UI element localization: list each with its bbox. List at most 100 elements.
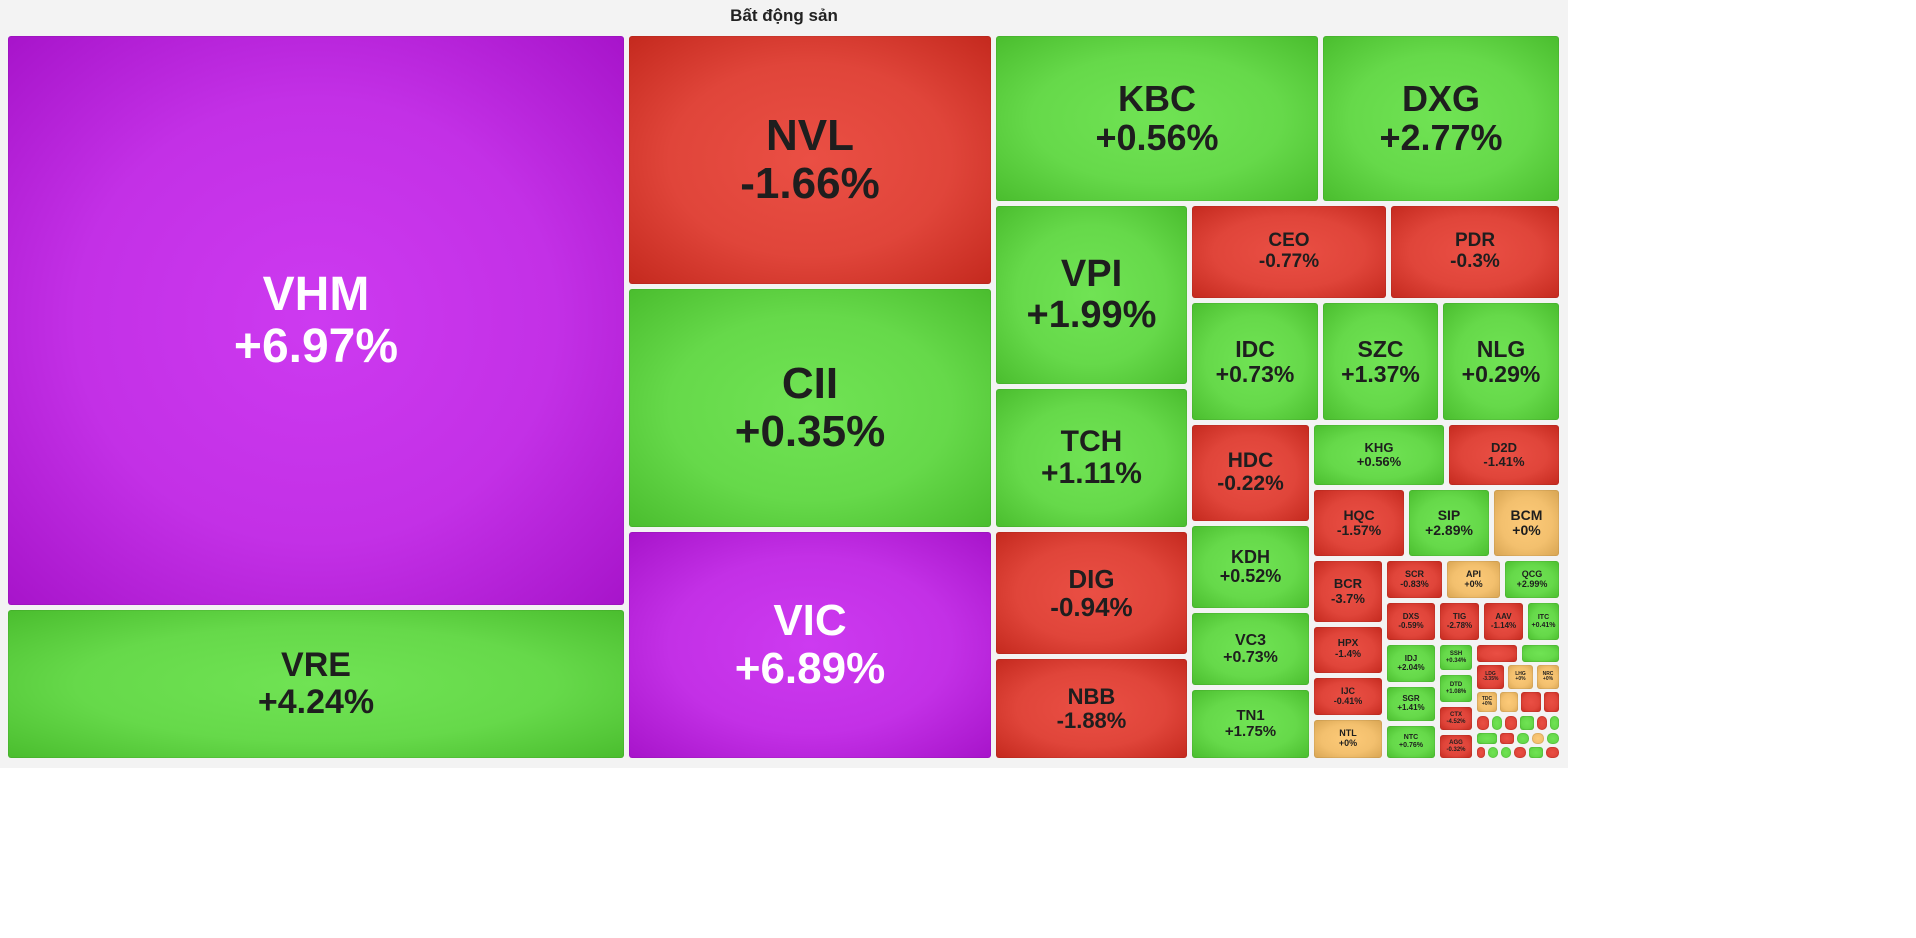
- treemap-tile-tdc[interactable]: TDC +0%: [1477, 692, 1497, 712]
- treemap-tile-szc[interactable]: SZC +1.37%: [1323, 303, 1438, 420]
- treemap-tile-ceo[interactable]: CEO -0.77%: [1192, 206, 1386, 298]
- treemap-tile-scr[interactable]: SCR -0.83%: [1387, 561, 1442, 598]
- treemap-tile-nbb[interactable]: NBB -1.88%: [996, 659, 1187, 758]
- treemap-tile-small[interactable]: [1500, 733, 1514, 744]
- tile-change: -1.41%: [1483, 454, 1525, 469]
- tile-symbol: CII: [781, 359, 839, 409]
- tile-symbol: VRE: [281, 646, 351, 685]
- treemap-tile-ctx[interactable]: CTX -4.52%: [1440, 707, 1472, 730]
- treemap-tile-small[interactable]: [1477, 733, 1497, 744]
- tile-symbol: CTX: [1450, 712, 1462, 719]
- treemap-tile-small[interactable]: [1529, 747, 1543, 758]
- tile-symbol: KDH: [1231, 546, 1270, 567]
- treemap-tile-small[interactable]: [1550, 716, 1559, 730]
- treemap-tile-ntc[interactable]: NTC +0.76%: [1387, 726, 1435, 758]
- tile-symbol: IDC: [1235, 335, 1275, 362]
- treemap-tile-itc[interactable]: ITC +0.41%: [1528, 603, 1559, 640]
- tile-change: +1.99%: [1026, 294, 1157, 336]
- treemap-tile-lhg[interactable]: LHG +0%: [1508, 665, 1533, 689]
- treemap-tile-agg[interactable]: AGG -0.32%: [1440, 735, 1472, 758]
- treemap-tile-small[interactable]: [1501, 747, 1511, 758]
- treemap-tile-nrc[interactable]: NRC +0%: [1537, 665, 1559, 689]
- treemap-tile-bcr[interactable]: BCR -3.7%: [1314, 561, 1382, 622]
- treemap-tile-vhm[interactable]: VHM +6.97%: [8, 36, 624, 605]
- treemap-tile-small[interactable]: [1544, 692, 1559, 712]
- tile-symbol: API: [1465, 568, 1481, 579]
- treemap-tile-api[interactable]: API +0%: [1447, 561, 1500, 598]
- treemap-tile-tig[interactable]: TIG -2.78%: [1440, 603, 1479, 640]
- tile-change: +2.77%: [1379, 116, 1503, 158]
- treemap-tile-ldg[interactable]: LDG -3.35%: [1477, 665, 1504, 689]
- treemap-tile-kbc[interactable]: KBC +0.56%: [996, 36, 1318, 201]
- treemap-tile-dig[interactable]: DIG -0.94%: [996, 532, 1187, 654]
- treemap-tile-small[interactable]: [1514, 747, 1526, 758]
- tile-change: +1.11%: [1041, 457, 1142, 490]
- treemap-tile-dxg[interactable]: DXG +2.77%: [1323, 36, 1559, 201]
- treemap-tile-sgr[interactable]: SGR +1.41%: [1387, 687, 1435, 721]
- treemap-tile-small[interactable]: [1537, 716, 1547, 730]
- treemap-tile-small[interactable]: [1488, 747, 1498, 758]
- treemap-tile-khg[interactable]: KHG +0.56%: [1314, 425, 1444, 485]
- treemap-tile-idc[interactable]: IDC +0.73%: [1192, 303, 1318, 420]
- treemap-tile-sip[interactable]: SIP +2.89%: [1409, 490, 1489, 556]
- tile-symbol: TCH: [1060, 424, 1123, 458]
- tile-change: +2.89%: [1425, 522, 1473, 538]
- treemap-tile-ntl[interactable]: NTL +0%: [1314, 720, 1382, 758]
- treemap-tile-small[interactable]: [1517, 733, 1529, 744]
- treemap-tile-d2d[interactable]: D2D -1.41%: [1449, 425, 1559, 485]
- treemap-tile-small[interactable]: [1505, 716, 1517, 730]
- tile-change: +0%: [1481, 701, 1493, 707]
- tile-symbol: HQC: [1343, 506, 1375, 523]
- tile-symbol: KHG: [1364, 439, 1394, 455]
- tile-change: -0.22%: [1217, 472, 1284, 495]
- treemap-tile-small[interactable]: [1522, 645, 1559, 662]
- treemap-tile-idj[interactable]: IDJ +2.04%: [1387, 645, 1435, 682]
- tile-symbol: ITC: [1537, 613, 1550, 621]
- tile-symbol: VHM: [262, 267, 370, 321]
- treemap-tile-small[interactable]: [1521, 692, 1541, 712]
- tile-symbol: DTD: [1449, 682, 1463, 689]
- treemap-tile-small[interactable]: [1532, 733, 1544, 744]
- treemap-tile-vpi[interactable]: VPI +1.99%: [996, 206, 1187, 384]
- tile-change: -1.57%: [1336, 522, 1382, 538]
- chart-title: Bất động sản: [730, 6, 838, 25]
- treemap-tile-small[interactable]: [1546, 747, 1559, 758]
- treemap-tile-vic[interactable]: VIC +6.89%: [629, 532, 991, 758]
- treemap-tile-aav[interactable]: AAV -1.14%: [1484, 603, 1523, 640]
- treemap-tile-vre[interactable]: VRE +4.24%: [8, 610, 624, 758]
- treemap-tile-qcg[interactable]: QCG +2.99%: [1505, 561, 1559, 598]
- treemap-tile-dxs[interactable]: DXS -0.59%: [1387, 603, 1435, 640]
- treemap-tile-small[interactable]: [1520, 716, 1534, 730]
- treemap-tile-cii[interactable]: CII +0.35%: [629, 289, 991, 527]
- treemap-tile-hpx[interactable]: HPX -1.4%: [1314, 627, 1382, 673]
- treemap-tile-vc3[interactable]: VC3 +0.73%: [1192, 613, 1309, 685]
- treemap-tile-small[interactable]: [1492, 716, 1502, 730]
- treemap-tile-small[interactable]: [1547, 733, 1559, 744]
- tile-symbol: NTL: [1339, 728, 1357, 739]
- treemap-tile-small[interactable]: [1477, 645, 1517, 662]
- tile-change: +1.08%: [1445, 688, 1467, 695]
- treemap-tile-ssh[interactable]: SSH +0.34%: [1440, 645, 1472, 670]
- tile-change: +0.56%: [1356, 454, 1402, 469]
- treemap-tile-pdr[interactable]: PDR -0.3%: [1391, 206, 1559, 298]
- tile-symbol: DXG: [1401, 77, 1480, 119]
- treemap-chart: Bất động sản VHM +6.97% VRE +4.24% NVL -1.66%…: [0, 0, 1568, 768]
- treemap-tile-kdh[interactable]: KDH +0.52%: [1192, 526, 1309, 608]
- tile-change: +0%: [1512, 522, 1541, 538]
- treemap-tile-hdc[interactable]: HDC -0.22%: [1192, 425, 1309, 521]
- treemap-tile-ijc[interactable]: IJC -0.41%: [1314, 678, 1382, 715]
- tile-change: +4.24%: [257, 683, 375, 721]
- treemap-tile-small[interactable]: [1500, 692, 1518, 712]
- treemap-tile-nlg[interactable]: NLG +0.29%: [1443, 303, 1559, 420]
- treemap-tile-nvl[interactable]: NVL -1.66%: [629, 36, 991, 284]
- treemap-tile-hqc[interactable]: HQC -1.57%: [1314, 490, 1404, 556]
- treemap-tile-small[interactable]: [1477, 747, 1485, 758]
- tile-change: -3.35%: [1482, 676, 1499, 682]
- treemap-tile-dtd[interactable]: DTD +1.08%: [1440, 675, 1472, 702]
- treemap-tile-small[interactable]: [1477, 716, 1489, 730]
- treemap-tile-tn1[interactable]: TN1 +1.75%: [1192, 690, 1309, 758]
- treemap-tile-tch[interactable]: TCH +1.11%: [996, 389, 1187, 527]
- tile-change: -1.88%: [1056, 707, 1127, 733]
- tile-symbol: IJC: [1340, 685, 1355, 696]
- treemap-tile-bcm[interactable]: BCM +0%: [1494, 490, 1559, 556]
